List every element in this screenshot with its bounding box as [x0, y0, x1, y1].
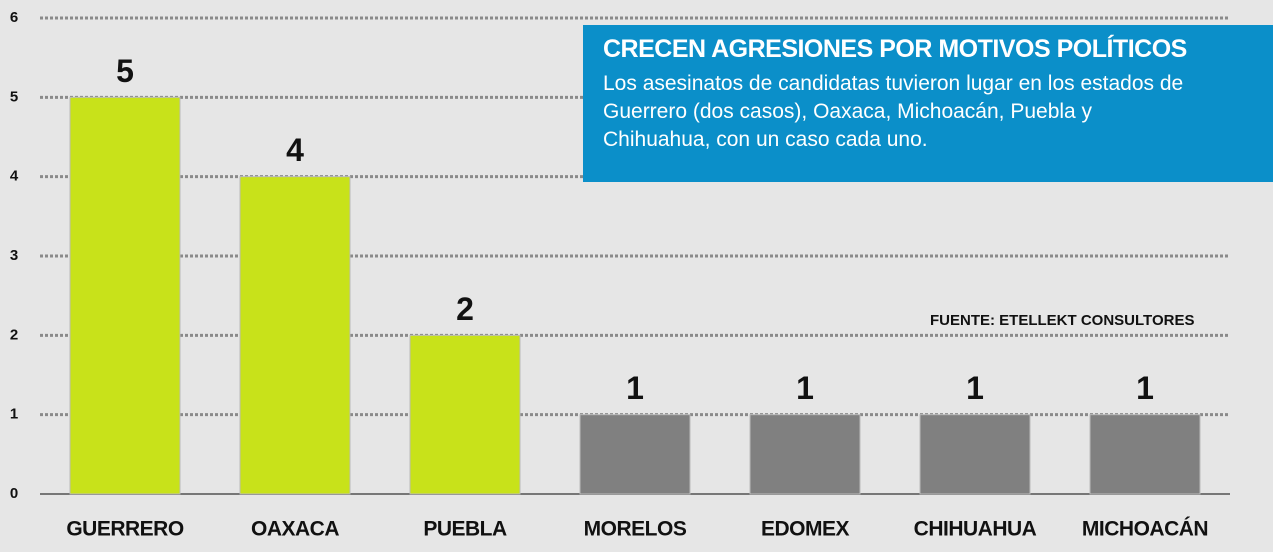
y-tick-label: 1 — [10, 406, 18, 423]
bar — [749, 414, 861, 495]
data-label: 2 — [456, 291, 474, 327]
x-tick-label: EDOMEX — [761, 518, 850, 541]
x-tick-label: MORELOS — [584, 518, 687, 541]
data-label: 1 — [1136, 370, 1154, 406]
data-label: 4 — [286, 132, 304, 168]
bar — [1089, 414, 1201, 495]
bar — [409, 334, 521, 495]
bar — [69, 96, 181, 495]
x-tick-label: PUEBLA — [423, 518, 507, 541]
bar — [579, 414, 691, 495]
x-tick-label: MICHOACÁN — [1082, 518, 1208, 541]
y-tick-label: 5 — [10, 88, 18, 105]
y-tick-label: 0 — [10, 485, 18, 502]
data-label: 5 — [116, 53, 134, 89]
y-tick-label: 3 — [10, 247, 18, 264]
x-tick-label: CHIHUAHUA — [914, 518, 1037, 541]
y-tick-label: 2 — [10, 326, 18, 343]
chart-title: CRECEN AGRESIONES POR MOTIVOS POLÍTICOS — [603, 35, 1187, 63]
data-label: 1 — [796, 370, 814, 406]
source: FUENTE: ETELLEKT CONSULTORES — [930, 312, 1195, 329]
y-tick-label: 6 — [10, 9, 18, 26]
bar — [239, 176, 351, 495]
data-label: 1 — [966, 370, 984, 406]
title-box: CRECEN AGRESIONES POR MOTIVOS POLÍTICOS … — [583, 25, 1273, 182]
x-tick-label: GUERRERO — [66, 518, 184, 541]
chart-subtitle: Los asesinatos de candidatas tuvieron lu… — [603, 72, 1184, 151]
data-label: 1 — [626, 370, 644, 406]
y-tick-label: 4 — [10, 168, 19, 185]
bar — [919, 414, 1031, 495]
x-tick-label: OAXACA — [251, 518, 339, 541]
